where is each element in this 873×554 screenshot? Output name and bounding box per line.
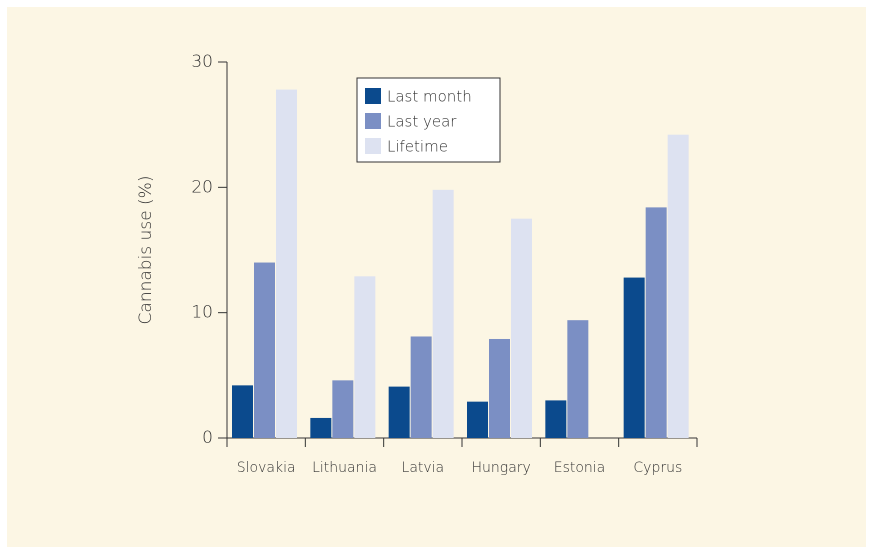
bar	[276, 89, 297, 438]
legend-swatch	[365, 138, 381, 154]
x-tick-label: Estonia	[554, 460, 606, 476]
legend-label: Lifetime	[387, 138, 448, 156]
y-tick-label: 20	[191, 177, 213, 197]
x-tick-label: Cyprus	[633, 460, 682, 476]
bar	[310, 417, 332, 438]
legend-swatch	[365, 113, 381, 129]
y-axis-label: Cannabis use (%)	[136, 176, 156, 325]
bar	[432, 189, 454, 438]
legend-label: Last year	[387, 113, 457, 131]
y-tick-label: 10	[191, 303, 213, 323]
bar	[410, 336, 432, 438]
bar	[232, 385, 253, 438]
x-tick-label: Lithuania	[312, 460, 377, 476]
bar	[567, 320, 589, 438]
bar	[467, 401, 488, 438]
legend-swatch	[365, 88, 381, 104]
x-tick-label: Hungary	[472, 460, 531, 476]
y-tick-label: 0	[202, 428, 213, 448]
bar	[545, 400, 567, 438]
bar	[645, 207, 667, 438]
bar	[623, 277, 645, 438]
bar	[388, 386, 410, 438]
x-tick-label: Latvia	[402, 460, 445, 476]
bar	[511, 218, 532, 438]
bar	[254, 262, 275, 438]
bar	[332, 380, 354, 438]
bar	[489, 338, 510, 438]
legend-label: Last month	[387, 88, 472, 106]
y-tick-label: 30	[191, 52, 213, 72]
bar	[667, 134, 689, 438]
x-tick-label: Slovakia	[237, 460, 296, 476]
bar	[354, 276, 376, 438]
